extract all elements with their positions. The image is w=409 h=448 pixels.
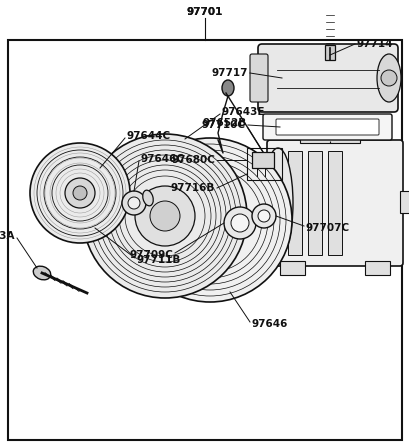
Ellipse shape — [142, 190, 153, 206]
Circle shape — [257, 210, 270, 222]
Circle shape — [172, 182, 247, 258]
Bar — [327, 151, 341, 255]
Ellipse shape — [262, 148, 292, 258]
Circle shape — [188, 198, 231, 242]
Bar — [279, 261, 304, 275]
Circle shape — [30, 143, 130, 243]
Text: 97652B: 97652B — [202, 118, 246, 128]
Bar — [364, 261, 389, 275]
Text: 97646C: 97646C — [141, 154, 184, 164]
Ellipse shape — [376, 54, 400, 102]
Bar — [399, 191, 409, 213]
Ellipse shape — [221, 80, 234, 96]
Text: 97643E: 97643E — [221, 107, 265, 117]
Text: 97716B: 97716B — [170, 183, 214, 193]
Text: 97711B: 97711B — [137, 255, 181, 265]
Circle shape — [128, 197, 139, 209]
Circle shape — [380, 70, 396, 86]
FancyBboxPatch shape — [262, 114, 391, 140]
Bar — [246, 148, 281, 180]
Bar — [8, 40, 401, 440]
Bar — [299, 131, 359, 143]
Bar — [287, 151, 301, 255]
Circle shape — [267, 193, 287, 213]
Text: 97709C: 97709C — [129, 250, 173, 260]
Circle shape — [122, 191, 146, 215]
Text: 97701: 97701 — [187, 7, 222, 17]
Text: 97743A: 97743A — [0, 231, 15, 241]
Text: 97710C: 97710C — [202, 120, 245, 130]
Text: 97701: 97701 — [187, 7, 222, 17]
Text: 97680C: 97680C — [171, 155, 214, 165]
Bar — [252, 152, 273, 168]
Circle shape — [230, 214, 248, 232]
Ellipse shape — [33, 266, 51, 280]
FancyBboxPatch shape — [275, 119, 378, 135]
FancyBboxPatch shape — [257, 44, 397, 112]
Text: 97646: 97646 — [252, 319, 288, 329]
Circle shape — [65, 178, 95, 208]
Text: 97717: 97717 — [211, 68, 247, 78]
Text: 97707C: 97707C — [305, 223, 349, 233]
FancyBboxPatch shape — [249, 54, 267, 102]
Text: 97714: 97714 — [356, 39, 393, 49]
Circle shape — [198, 208, 221, 232]
FancyBboxPatch shape — [266, 140, 402, 266]
Bar — [324, 45, 334, 60]
Circle shape — [150, 201, 180, 231]
Circle shape — [135, 186, 195, 246]
Circle shape — [83, 134, 246, 298]
Circle shape — [223, 207, 255, 239]
Text: 97644C: 97644C — [127, 131, 171, 141]
Circle shape — [73, 186, 87, 200]
Circle shape — [128, 138, 291, 302]
Circle shape — [252, 204, 275, 228]
Bar — [307, 151, 321, 255]
